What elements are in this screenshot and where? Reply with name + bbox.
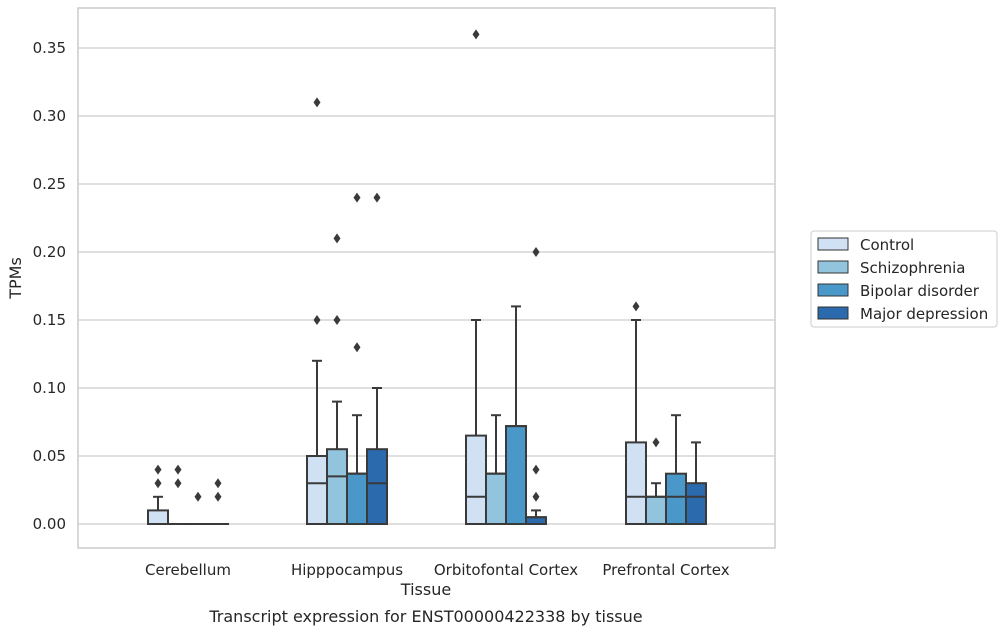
outlier-point bbox=[174, 464, 182, 475]
outlier-point bbox=[532, 491, 540, 502]
y-tick-labels: 0.00 0.05 0.10 0.15 0.20 0.25 0.30 0.35 bbox=[33, 39, 66, 533]
legend-label-schizophrenia: Schizophrenia bbox=[860, 259, 965, 277]
box-body bbox=[326, 448, 348, 526]
outlier-point bbox=[313, 97, 321, 108]
x-tick-label: Orbitofontal Cortex bbox=[434, 561, 578, 579]
outlier-point bbox=[154, 478, 162, 489]
box-body bbox=[525, 516, 547, 526]
box-body bbox=[665, 472, 687, 525]
box-3-0 bbox=[625, 301, 647, 525]
box-2-0 bbox=[465, 29, 487, 526]
box-body bbox=[645, 495, 667, 525]
y-tick-label: 0.25 bbox=[33, 175, 66, 193]
x-tick-label: Prefrontal Cortex bbox=[602, 561, 729, 579]
box-3-1 bbox=[645, 437, 667, 525]
box-body bbox=[625, 441, 647, 525]
outlier-point bbox=[632, 301, 640, 312]
legend-swatch-major-depression bbox=[817, 306, 849, 320]
outlier-point bbox=[154, 464, 162, 475]
box-1-1 bbox=[326, 233, 348, 526]
y-tick-label: 0.20 bbox=[33, 243, 66, 261]
legend-label-major-depression: Major depression bbox=[860, 305, 988, 323]
box-0-0 bbox=[147, 464, 169, 525]
outlier-point bbox=[214, 491, 222, 502]
y-tick-label: 0.30 bbox=[33, 107, 66, 125]
box-2-1 bbox=[485, 414, 507, 525]
y-tick-label: 0.10 bbox=[33, 379, 66, 397]
outlier-point bbox=[194, 491, 202, 502]
y-tick-label: 0.35 bbox=[33, 39, 66, 57]
legend: Control Schizophrenia Bipolar disorder M… bbox=[810, 230, 998, 328]
box-body bbox=[306, 455, 328, 525]
legend-label-bipolar-disorder: Bipolar disorder bbox=[860, 282, 980, 300]
outlier-point bbox=[472, 29, 480, 40]
outlier-point bbox=[532, 247, 540, 257]
legend-swatch-schizophrenia bbox=[817, 260, 849, 274]
x-axis-label: Tissue bbox=[400, 580, 451, 599]
box-body bbox=[147, 509, 169, 525]
legend-swatch-control bbox=[817, 237, 849, 251]
x-tick-label: Cerebellum bbox=[145, 561, 231, 579]
box-1-3 bbox=[366, 192, 388, 526]
legend-frame bbox=[810, 230, 998, 328]
box-0-3 bbox=[207, 478, 229, 526]
legend-swatch-bipolar-disorder bbox=[817, 283, 849, 297]
plot-background bbox=[78, 8, 775, 548]
outlier-point bbox=[652, 437, 660, 448]
outlier-point bbox=[214, 478, 222, 489]
outlier-point bbox=[353, 342, 361, 353]
y-tick-label: 0.00 bbox=[33, 515, 66, 533]
outlier-point bbox=[174, 478, 182, 489]
box-2-2 bbox=[505, 305, 527, 525]
outlier-point bbox=[313, 315, 321, 325]
outlier-point bbox=[373, 192, 381, 203]
box-plots bbox=[147, 29, 707, 526]
box-body bbox=[505, 425, 527, 525]
y-tick-label: 0.05 bbox=[33, 447, 66, 465]
box-1-2 bbox=[346, 192, 368, 525]
box-body bbox=[346, 472, 368, 525]
box-2-3 bbox=[525, 247, 547, 526]
figure-caption: Transcript expression for ENST0000042233… bbox=[208, 607, 642, 626]
box-3-2 bbox=[665, 414, 687, 525]
y-axis-label: TPMs bbox=[6, 257, 25, 300]
outlier-point bbox=[532, 464, 540, 475]
box-body bbox=[685, 482, 707, 526]
box-3-3 bbox=[685, 441, 707, 526]
outlier-point bbox=[353, 192, 361, 203]
box-body bbox=[366, 448, 388, 526]
y-tick-label: 0.15 bbox=[33, 311, 66, 329]
outlier-point bbox=[333, 315, 341, 325]
x-tick-label: Hipppocampus bbox=[291, 561, 403, 579]
x-tick-labels: Cerebellum Hipppocampus Orbitofontal Corte… bbox=[145, 561, 730, 579]
box-body bbox=[485, 472, 507, 525]
outlier-point bbox=[333, 233, 341, 244]
grid-lines bbox=[78, 47, 775, 525]
plot-frame bbox=[77, 7, 776, 549]
box-body bbox=[465, 434, 487, 526]
legend-label-control: Control bbox=[860, 236, 914, 254]
